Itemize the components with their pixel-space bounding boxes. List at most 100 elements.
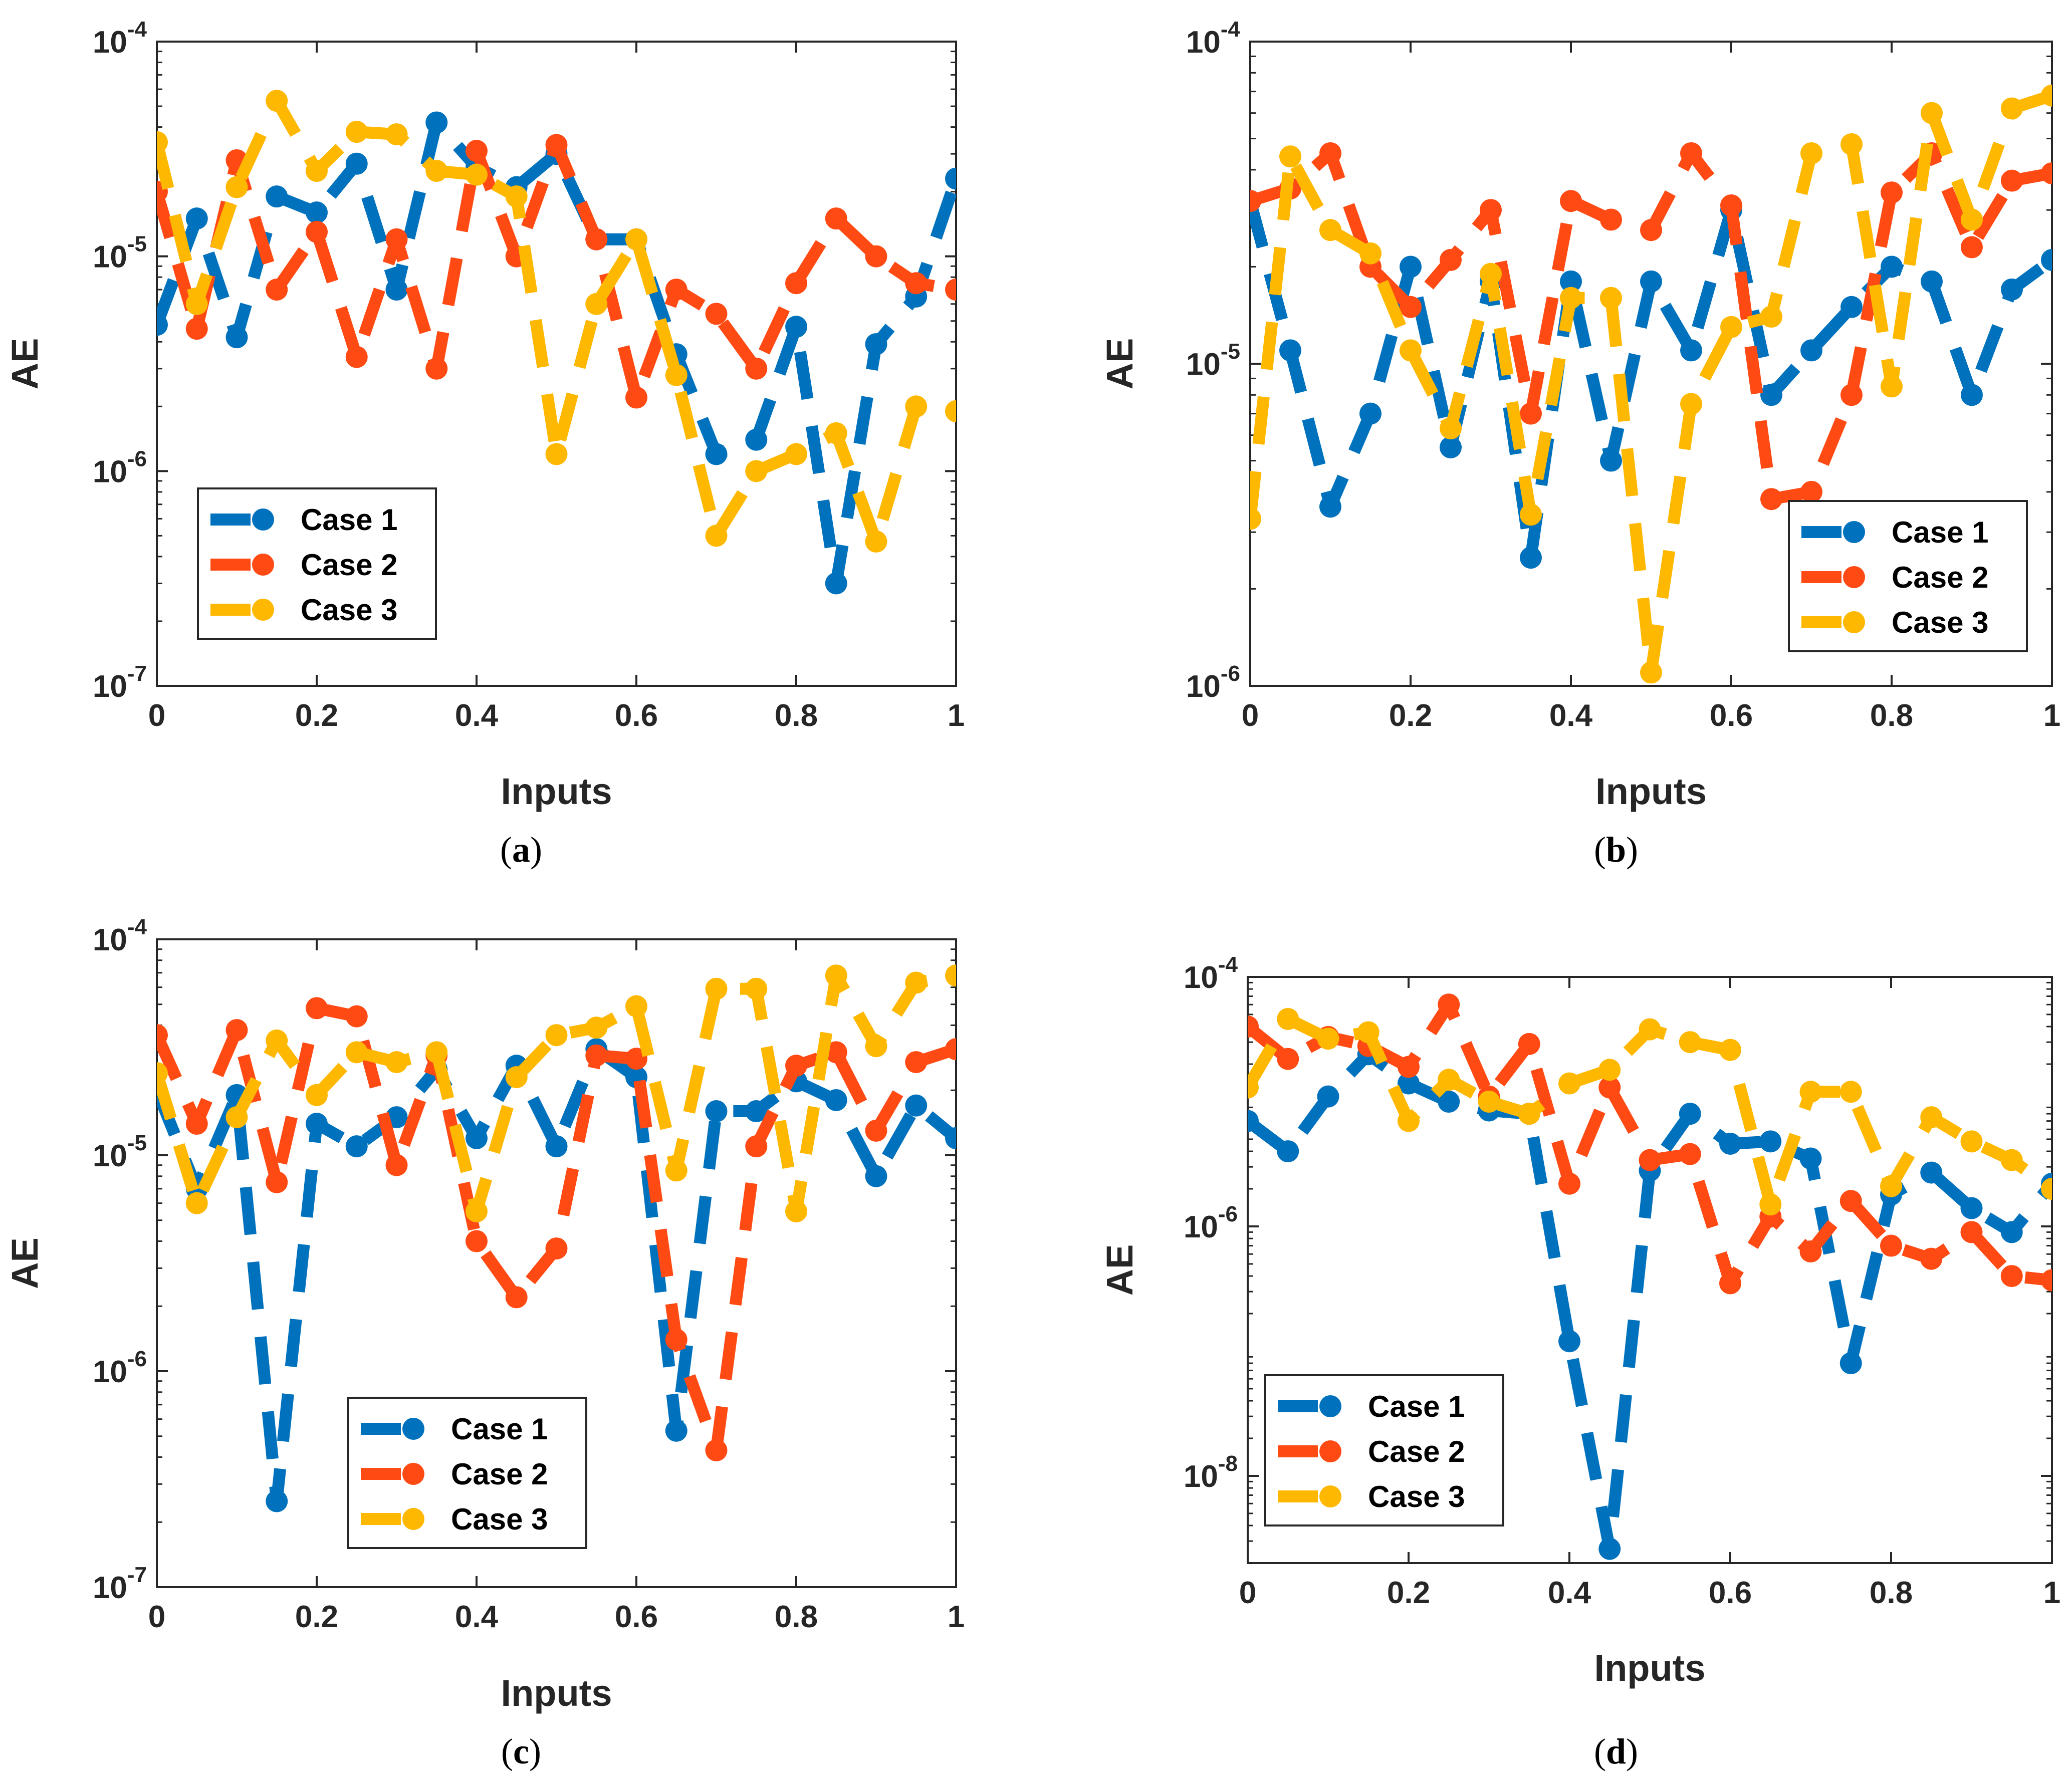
data-point	[1518, 1033, 1540, 1055]
data-point	[385, 228, 408, 250]
data-point	[1759, 1130, 1782, 1153]
legend: Case 1 Case 2 Case 3	[1788, 500, 2028, 652]
data-point	[905, 395, 928, 418]
data-point	[825, 207, 847, 230]
series-line	[157, 116, 956, 590]
y-axis-label: AE	[4, 1237, 46, 1289]
data-point	[306, 1084, 328, 1106]
data-point	[625, 386, 647, 409]
data-point	[1248, 1015, 1259, 1038]
x-tick-label: 0.4	[455, 1600, 499, 1634]
data-point	[505, 1286, 528, 1309]
x-axis-label: Inputs	[501, 771, 612, 812]
data-point	[905, 971, 928, 994]
data-point	[466, 163, 488, 186]
legend-swatch-marker	[402, 1418, 424, 1440]
x-tick-label: 0.4	[1549, 698, 1593, 733]
y-tick-label: 10-7	[93, 1563, 147, 1605]
data-point	[585, 293, 608, 315]
y-axis-label: AE	[1099, 1244, 1140, 1296]
y-tick-label: 10-6	[93, 1347, 147, 1389]
x-tick-label: 1	[948, 1600, 965, 1634]
x-tick-label: 1	[948, 698, 965, 733]
data-point	[665, 1159, 687, 1182]
data-point	[266, 1171, 288, 1193]
data-point	[665, 279, 687, 301]
data-point	[1839, 1190, 1862, 1212]
panel-caption: (c)	[501, 1731, 541, 1771]
data-point	[385, 279, 408, 301]
data-point	[1520, 547, 1542, 569]
data-point	[825, 422, 847, 444]
data-point	[306, 160, 328, 182]
legend-entry: Case 2	[451, 1457, 548, 1491]
data-point	[1961, 208, 1983, 231]
y-tick-label: 10-5	[93, 232, 147, 275]
data-point	[1400, 256, 1422, 278]
x-axis-label: Inputs	[501, 1672, 612, 1714]
data-point	[1598, 1059, 1621, 1081]
data-point	[1680, 393, 1702, 415]
data-point	[306, 1113, 328, 1135]
x-tick-label: 0.6	[615, 698, 658, 733]
data-point	[865, 530, 887, 553]
data-point	[505, 185, 528, 208]
data-point	[745, 357, 768, 380]
data-point	[1639, 1018, 1661, 1041]
x-tick-label: 0.2	[1387, 1576, 1430, 1610]
data-point	[2000, 1221, 2023, 1243]
data-point	[785, 316, 807, 338]
data-point	[1881, 181, 1903, 204]
data-point	[1881, 256, 1903, 278]
data-point	[905, 1051, 928, 1074]
data-point	[1398, 1110, 1420, 1132]
data-point	[1921, 102, 1943, 124]
data-point	[1800, 480, 1822, 503]
data-point	[1800, 142, 1822, 164]
y-tick-label: 10-4	[93, 915, 147, 957]
data-point	[1480, 199, 1502, 221]
data-point	[1438, 1069, 1460, 1091]
data-point	[1560, 190, 1582, 212]
data-point	[1319, 219, 1341, 241]
data-point	[425, 357, 448, 380]
data-point	[705, 977, 728, 1000]
legend-entry: Case 3	[1892, 606, 1988, 639]
data-point	[2041, 1269, 2052, 1292]
data-point	[705, 443, 728, 465]
series-case-3	[1250, 84, 2052, 684]
data-point	[1558, 1172, 1580, 1195]
data-point	[425, 160, 448, 182]
data-point	[1600, 287, 1622, 309]
data-point	[306, 220, 328, 243]
data-point	[865, 1035, 887, 1058]
data-point	[2000, 1149, 2023, 1171]
data-point	[425, 111, 448, 134]
series-line	[157, 969, 956, 1217]
data-point	[945, 400, 956, 422]
data-point	[825, 1089, 847, 1111]
data-point	[1921, 270, 1943, 293]
data-point	[2041, 162, 2052, 184]
data-point	[1760, 488, 1782, 511]
data-point	[1440, 436, 1462, 458]
data-point	[1317, 1085, 1339, 1108]
data-point	[1961, 384, 1983, 406]
data-point	[545, 443, 568, 465]
data-point	[1840, 384, 1863, 406]
data-point	[1679, 1103, 1701, 1125]
series-line	[157, 95, 956, 548]
data-point	[945, 279, 956, 301]
panel-caption: (d)	[1594, 1731, 1638, 1771]
series-case-3	[157, 964, 956, 1222]
x-tick-label: 0	[1242, 698, 1259, 733]
data-point	[266, 279, 288, 301]
data-point	[945, 964, 956, 987]
data-point	[705, 1100, 728, 1123]
legend: Case 1 Case 2 Case 3	[197, 487, 437, 640]
data-point	[1720, 194, 1742, 217]
data-point	[1520, 402, 1542, 425]
data-point	[266, 1490, 288, 1512]
x-tick-label: 0	[148, 1600, 165, 1634]
